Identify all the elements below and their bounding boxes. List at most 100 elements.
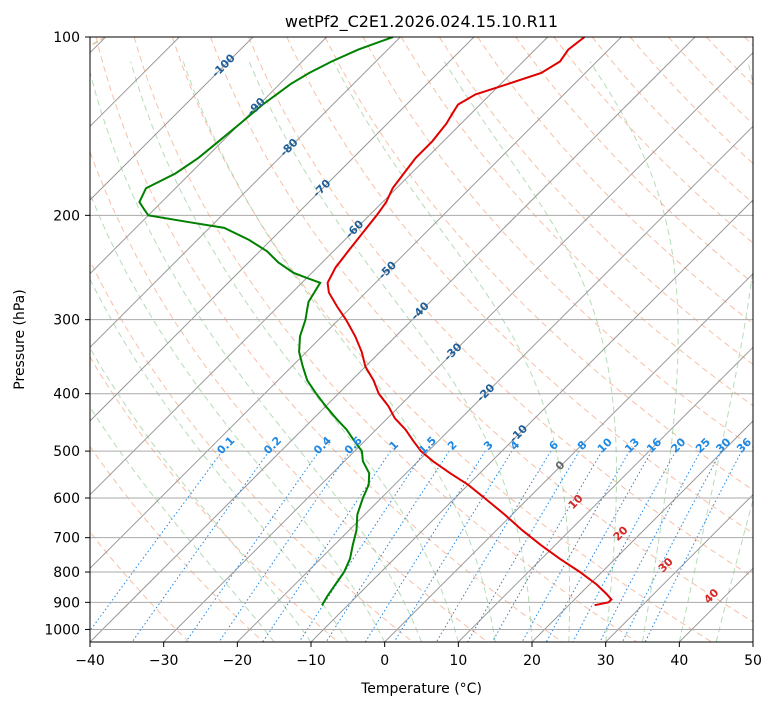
moist-adiabat (130, 61, 459, 642)
dry-adiabat (133, 37, 638, 642)
plot-area: -100-90-80-70-60-50-40-30-20-100.1 0.2 0.4… (90, 37, 754, 642)
dry-adiabat (90, 445, 264, 642)
plot-frame (89, 36, 754, 643)
dry-adiabat (706, 37, 753, 86)
mixing-ratio-label: 25 (693, 436, 713, 456)
dry-adiabat (400, 37, 753, 407)
y-tick-label: 700 (53, 531, 80, 547)
isotherm (531, 420, 753, 642)
x-tick-label: −40 (75, 653, 105, 669)
mixing-ratio-label: 36 (734, 435, 754, 455)
mixing-ratio-label: 20 (668, 435, 688, 455)
x-tick-label: 0 (380, 653, 389, 669)
dry-adiabat (90, 355, 339, 642)
moist-adiabat (678, 61, 753, 642)
y-tick-label: 600 (53, 491, 80, 507)
moist-adiabat (248, 61, 533, 642)
dry-adiabat (438, 37, 753, 365)
x-tick-label: 50 (744, 653, 762, 669)
mixing-ratio-label: 10 (595, 435, 615, 455)
mixing-ratio-label: 1.5 (416, 434, 439, 457)
isotherm (90, 37, 696, 642)
mixing-ratio-line (364, 450, 486, 642)
mixing-ratio-line (572, 450, 677, 642)
profiles (138, 37, 613, 607)
x-tick-label: −20 (223, 653, 253, 669)
mixing-ratio-label: 0.1 (214, 434, 237, 457)
moist-adiabat (715, 498, 753, 642)
y-tick-label: 400 (53, 387, 80, 403)
y-tick-label: 900 (53, 595, 80, 611)
mixing-ratio-line (262, 450, 392, 642)
y-tick-label: 800 (53, 565, 80, 581)
dry-adiabat (553, 37, 753, 244)
x-axis-title: Temperature (°C) (360, 681, 482, 697)
dry-adiabat (210, 37, 753, 623)
dry-adiabat (324, 37, 753, 491)
dry-adiabat (668, 37, 753, 125)
y-tick-label: 100 (53, 30, 80, 46)
moist-adiabat (333, 61, 571, 642)
isotherm (90, 37, 475, 422)
x-tick-label: 40 (670, 653, 688, 669)
isotherm (90, 37, 328, 275)
x-tick-label: 30 (597, 653, 615, 669)
x-tick-label: −30 (149, 653, 179, 669)
dry-adiabat (744, 37, 753, 47)
dry-adiabat (90, 531, 190, 642)
chart-title: wetPf2_C2E1.2026.024.15.10.R11 (285, 12, 558, 32)
y-axis-title: Pressure (hPa) (12, 289, 28, 389)
isotherm (90, 37, 254, 201)
isotherm (384, 272, 753, 642)
moist-adiabat (90, 406, 275, 642)
dewpoint-profile-line (138, 37, 394, 606)
isotherm (605, 493, 753, 642)
moist-adiabat (90, 70, 422, 642)
background-lines (90, 37, 753, 642)
dry-adiabat (171, 37, 712, 642)
x-tick-label: 20 (523, 653, 541, 669)
y-tick-label: 300 (53, 313, 80, 329)
x-tick-label: 10 (449, 653, 467, 669)
mixing-ratio-label: 30 (713, 435, 733, 455)
mixing-ratio-line (521, 450, 630, 642)
y-tick-label: 500 (53, 444, 80, 460)
moist-adiabat (182, 61, 496, 642)
dry-adiabat-label: 20 (611, 523, 631, 543)
isotherm (90, 37, 549, 496)
dry-adiabat (90, 150, 488, 642)
mixing-ratio-line (435, 450, 552, 642)
mixing-ratio-line (491, 450, 603, 642)
mixing-ratio-line (185, 450, 320, 642)
mixing-ratio-label: 0.4 (311, 434, 334, 457)
mixing-ratio-line (325, 450, 450, 642)
isotherm (90, 37, 622, 570)
dry-adiabat (286, 37, 753, 534)
mixing-ratio-line (467, 450, 580, 642)
isotherm (457, 346, 753, 642)
isotherm (163, 51, 753, 642)
mixing-ratio-line (393, 450, 513, 642)
dry-adiabat (90, 259, 414, 642)
moist-adiabat (443, 61, 617, 642)
isotherm (236, 125, 753, 642)
mixing-ratio-line (621, 450, 722, 642)
isotherm (752, 641, 753, 642)
isotherm (678, 567, 753, 642)
dry-adiabat (591, 37, 753, 204)
mixing-ratio-line (218, 450, 351, 642)
temperature-profile-line (326, 37, 613, 607)
y-tick-label: 1000 (44, 622, 80, 638)
mixing-ratio-line (545, 450, 653, 642)
moist-adiabat (589, 61, 679, 642)
mixing-ratio-line (131, 450, 270, 642)
moist-adiabat (90, 192, 386, 642)
y-tick-label: 200 (53, 208, 80, 224)
axis-ticks: −40 −30 −20 −10 0 10 20 30 40 50 100 200 300 400 500 60… (44, 30, 762, 669)
mixing-ratio-line (298, 450, 425, 642)
mixing-ratio-label: 0.2 (261, 434, 284, 457)
dry-adiabat (95, 37, 563, 642)
x-tick-label: −10 (296, 653, 326, 669)
isotherm (310, 199, 753, 642)
